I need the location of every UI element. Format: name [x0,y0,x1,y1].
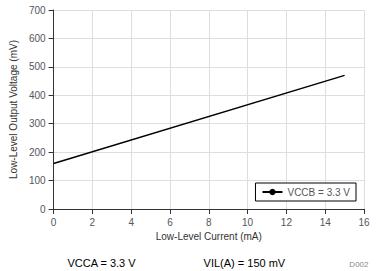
svg-text:600: 600 [29,33,46,44]
svg-text:300: 300 [29,118,46,129]
svg-text:700: 700 [29,5,46,16]
svg-text:200: 200 [29,147,46,158]
svg-text:Low-Level Output Voltage (mV): Low-Level Output Voltage (mV) [8,40,19,179]
svg-text:VCCB = 3.3 V: VCCB = 3.3 V [287,187,350,198]
svg-text:16: 16 [358,217,370,228]
svg-text:400: 400 [29,90,46,101]
svg-text:8: 8 [206,217,212,228]
svg-text:10: 10 [242,217,254,228]
svg-text:D002: D002 [349,260,369,269]
svg-text:12: 12 [281,217,293,228]
svg-text:100: 100 [29,175,46,186]
svg-text:6: 6 [167,217,173,228]
svg-text:14: 14 [320,217,332,228]
svg-text:0: 0 [40,204,46,215]
svg-text:500: 500 [29,61,46,72]
svg-text:2: 2 [90,217,96,228]
svg-text:4: 4 [128,217,134,228]
svg-text:0: 0 [51,217,57,228]
svg-text:VIL(A) = 150 mV: VIL(A) = 150 mV [204,257,286,269]
svg-text:Low-Level Current (mA): Low-Level Current (mA) [156,231,262,242]
svg-text:VCCA = 3.3 V: VCCA = 3.3 V [67,257,136,269]
